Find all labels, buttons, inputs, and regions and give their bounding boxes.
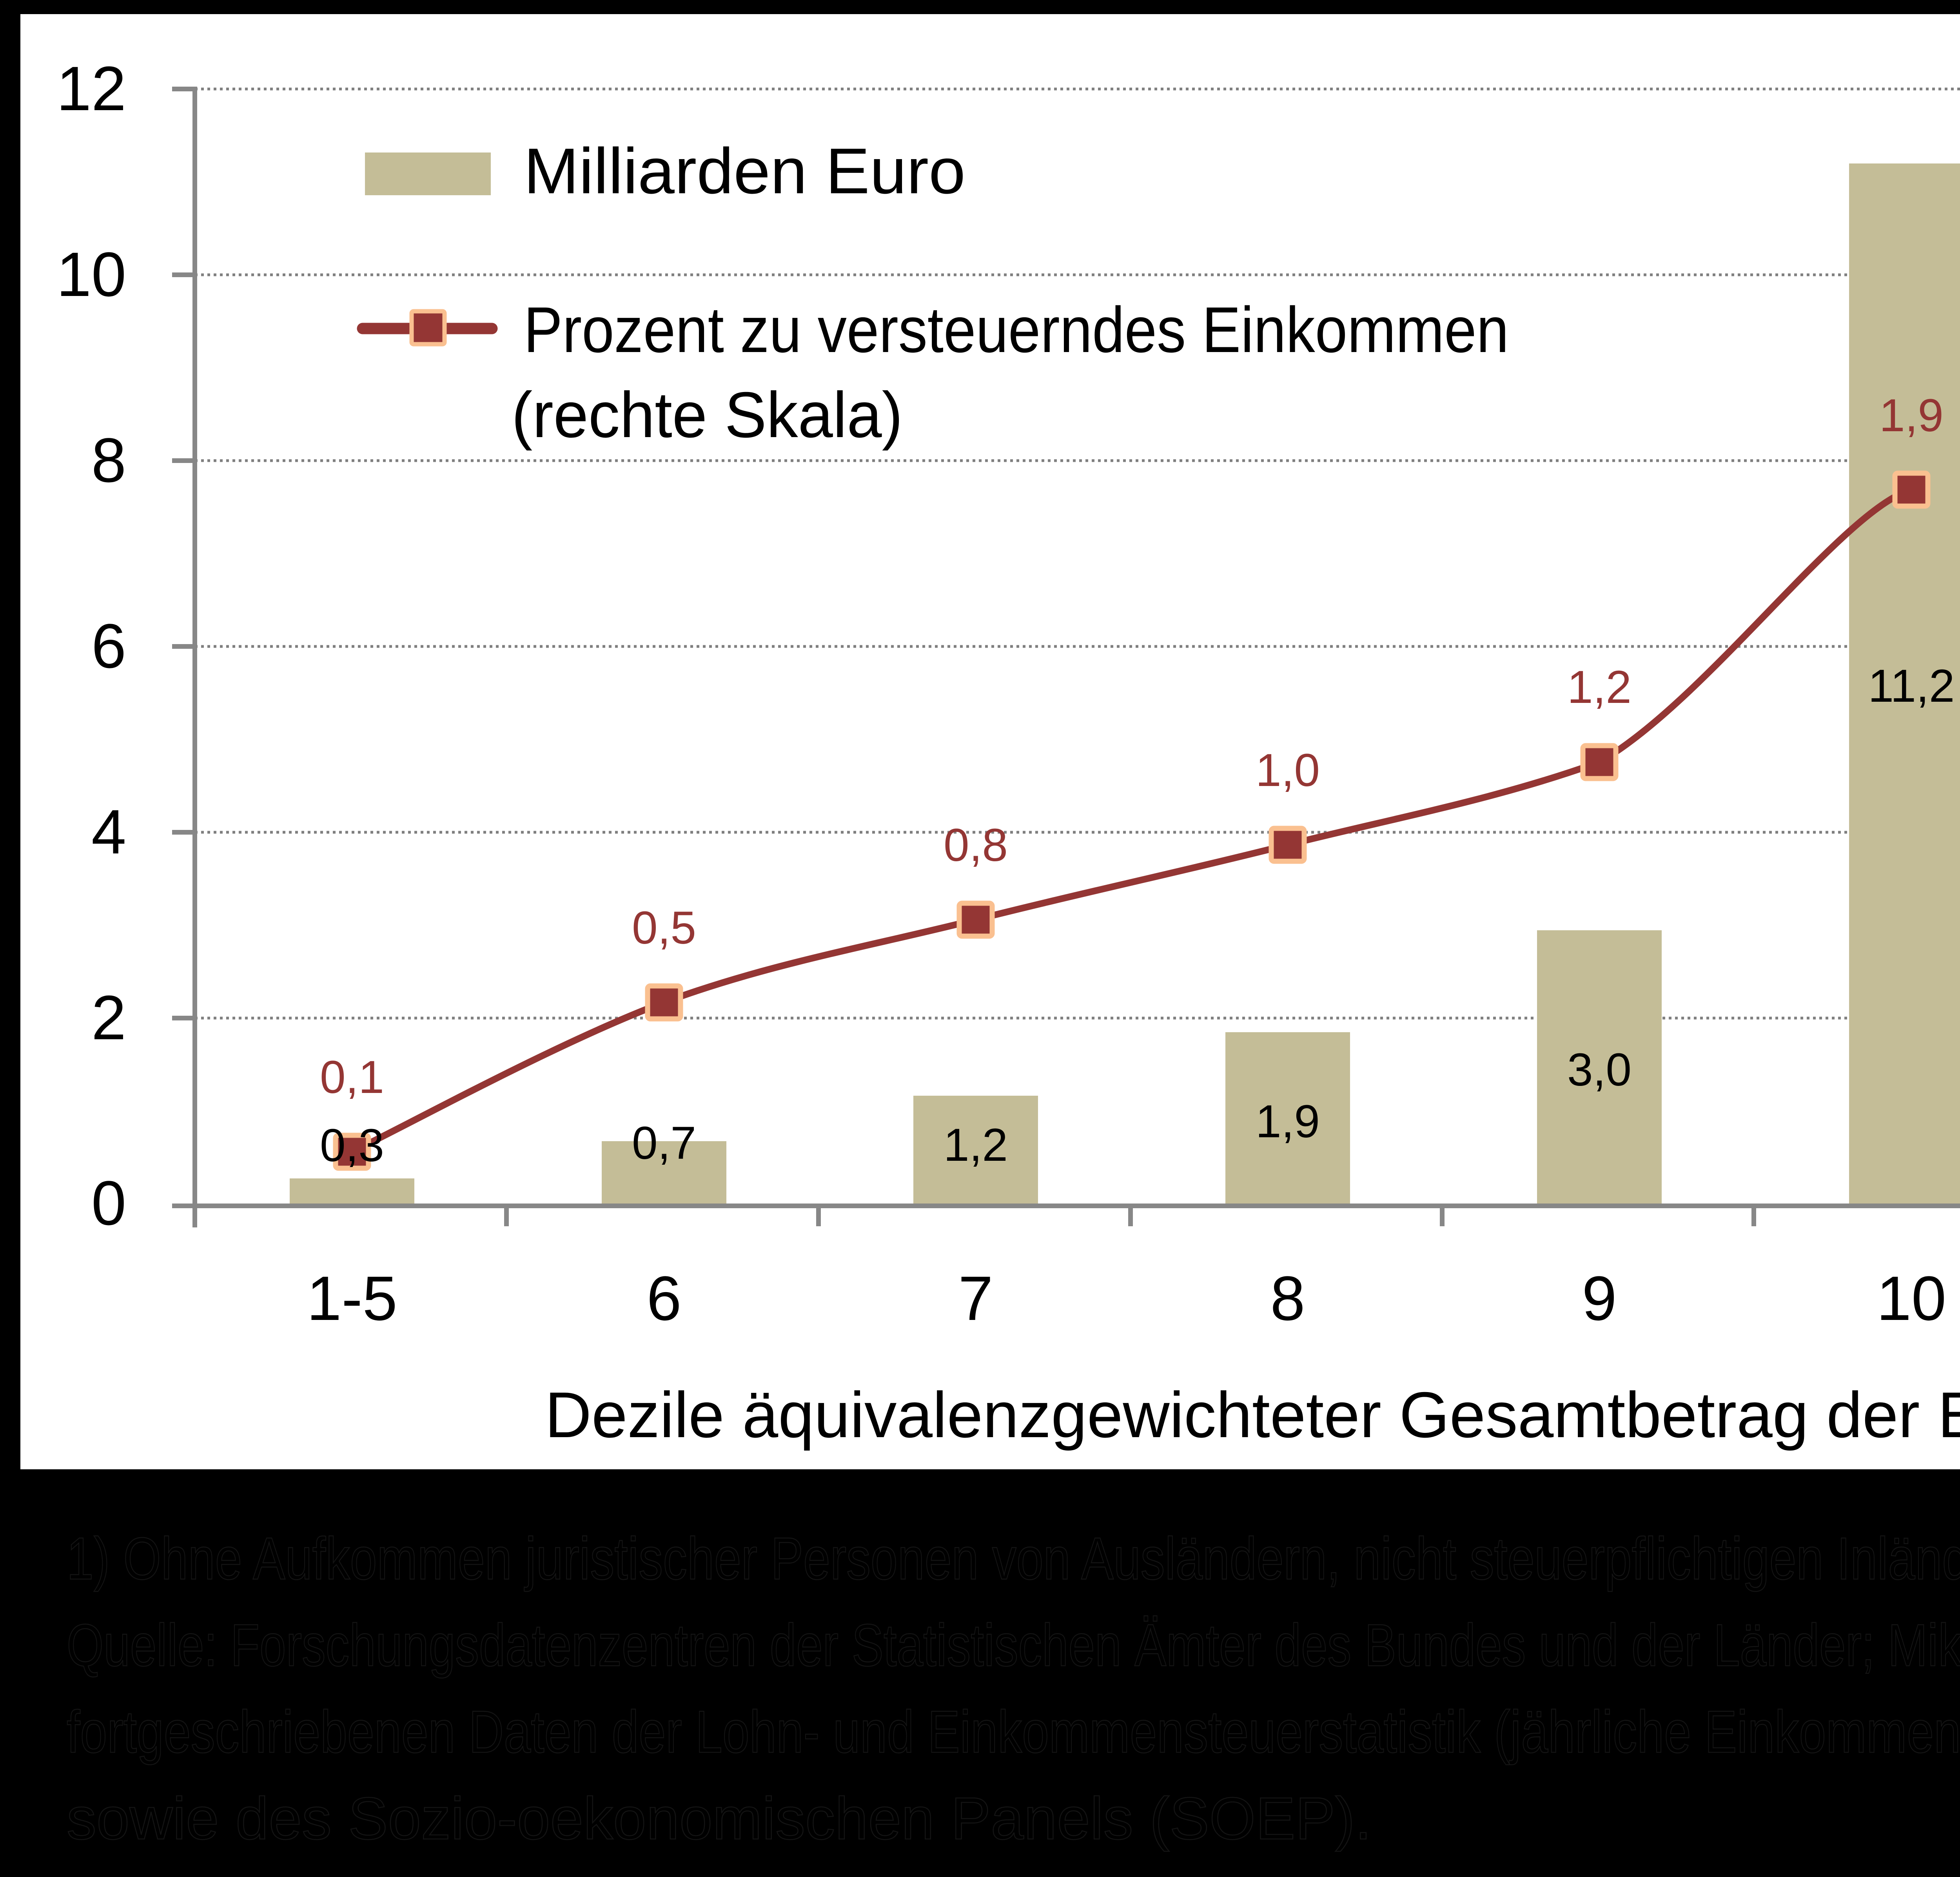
svg-text:3,0: 3,0 bbox=[1567, 1044, 1632, 1096]
svg-text:8: 8 bbox=[91, 425, 126, 495]
svg-text:4: 4 bbox=[91, 797, 126, 867]
svg-text:1,2: 1,2 bbox=[1567, 661, 1632, 713]
svg-text:0: 0 bbox=[91, 1168, 126, 1238]
svg-text:9: 9 bbox=[1582, 1263, 1617, 1333]
svg-text:11,2: 11,2 bbox=[1868, 660, 1955, 712]
svg-text:6: 6 bbox=[91, 611, 126, 681]
svg-text:sowie des Sozio-oekonomischen: sowie des Sozio-oekonomischen Panels (SO… bbox=[67, 1785, 1372, 1852]
svg-text:0,5: 0,5 bbox=[632, 902, 696, 954]
svg-text:1,2: 1,2 bbox=[944, 1119, 1008, 1171]
svg-text:6: 6 bbox=[647, 1263, 682, 1333]
svg-text:1,9: 1,9 bbox=[1879, 390, 1944, 441]
svg-text:1-5: 1-5 bbox=[307, 1263, 397, 1333]
svg-text:Quelle: Forschungsdatenzentren: Quelle: Forschungsdatenzentren der Stati… bbox=[67, 1612, 1960, 1679]
svg-text:1) Ohne Aufkommen juristischer: 1) Ohne Aufkommen juristischer Personen … bbox=[67, 1525, 1960, 1592]
svg-text:2: 2 bbox=[91, 982, 126, 1053]
svg-text:10: 10 bbox=[1877, 1263, 1946, 1333]
svg-text:Prozent zu versteuerndes Einko: Prozent zu versteuerndes Einkommen bbox=[524, 294, 1509, 366]
svg-text:1,9: 1,9 bbox=[1256, 1096, 1320, 1147]
svg-text:Dezile äquivalenzgewichteter G: Dezile äquivalenzgewichteter Gesamtbetra… bbox=[545, 1379, 1960, 1451]
svg-text:(rechte Skala): (rechte Skala) bbox=[512, 379, 903, 451]
svg-text:0,3: 0,3 bbox=[320, 1120, 384, 1171]
svg-text:1,0: 1,0 bbox=[1256, 744, 1320, 796]
svg-text:0,1: 0,1 bbox=[320, 1051, 384, 1103]
svg-text:8: 8 bbox=[1270, 1263, 1305, 1333]
svg-text:12: 12 bbox=[56, 53, 126, 123]
svg-text:10: 10 bbox=[56, 239, 126, 309]
svg-text:7: 7 bbox=[958, 1263, 993, 1333]
svg-text:0,8: 0,8 bbox=[944, 819, 1008, 871]
svg-text:Milliarden Euro: Milliarden Euro bbox=[524, 135, 965, 207]
svg-text:fortgeschriebenen Daten der Lo: fortgeschriebenen Daten der Lohn- und Ei… bbox=[67, 1699, 1960, 1765]
svg-text:0,7: 0,7 bbox=[632, 1117, 696, 1169]
